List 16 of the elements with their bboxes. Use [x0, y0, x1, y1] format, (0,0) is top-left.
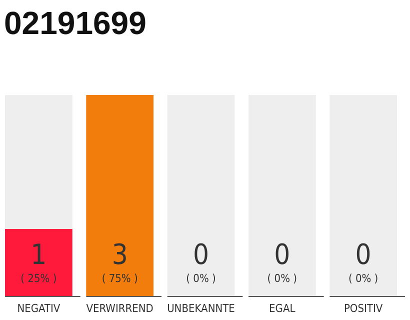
annotation: ( 75% ) — [102, 272, 138, 285]
x-tick-label: EGAL — [269, 302, 296, 315]
annotation: ( 0% ) — [348, 272, 378, 285]
chart-title: 02191699 — [4, 5, 146, 41]
x-tick-label: NEGATIV — [17, 302, 60, 315]
annotation: ( 0% ) — [186, 272, 216, 285]
data-label: 3 — [112, 238, 128, 271]
x-tick-label: UNBEKANNTE — [167, 302, 235, 315]
data-label: 0 — [274, 238, 290, 271]
data-label: 0 — [355, 238, 372, 271]
annotation: ( 25% ) — [20, 272, 57, 285]
x-tick-label: POSITIV — [344, 302, 383, 315]
data-label: 1 — [30, 238, 47, 271]
data-label: 0 — [192, 238, 210, 271]
annotation: ( 0% ) — [267, 272, 298, 285]
x-tick-label: VERWIRREND — [86, 302, 154, 315]
